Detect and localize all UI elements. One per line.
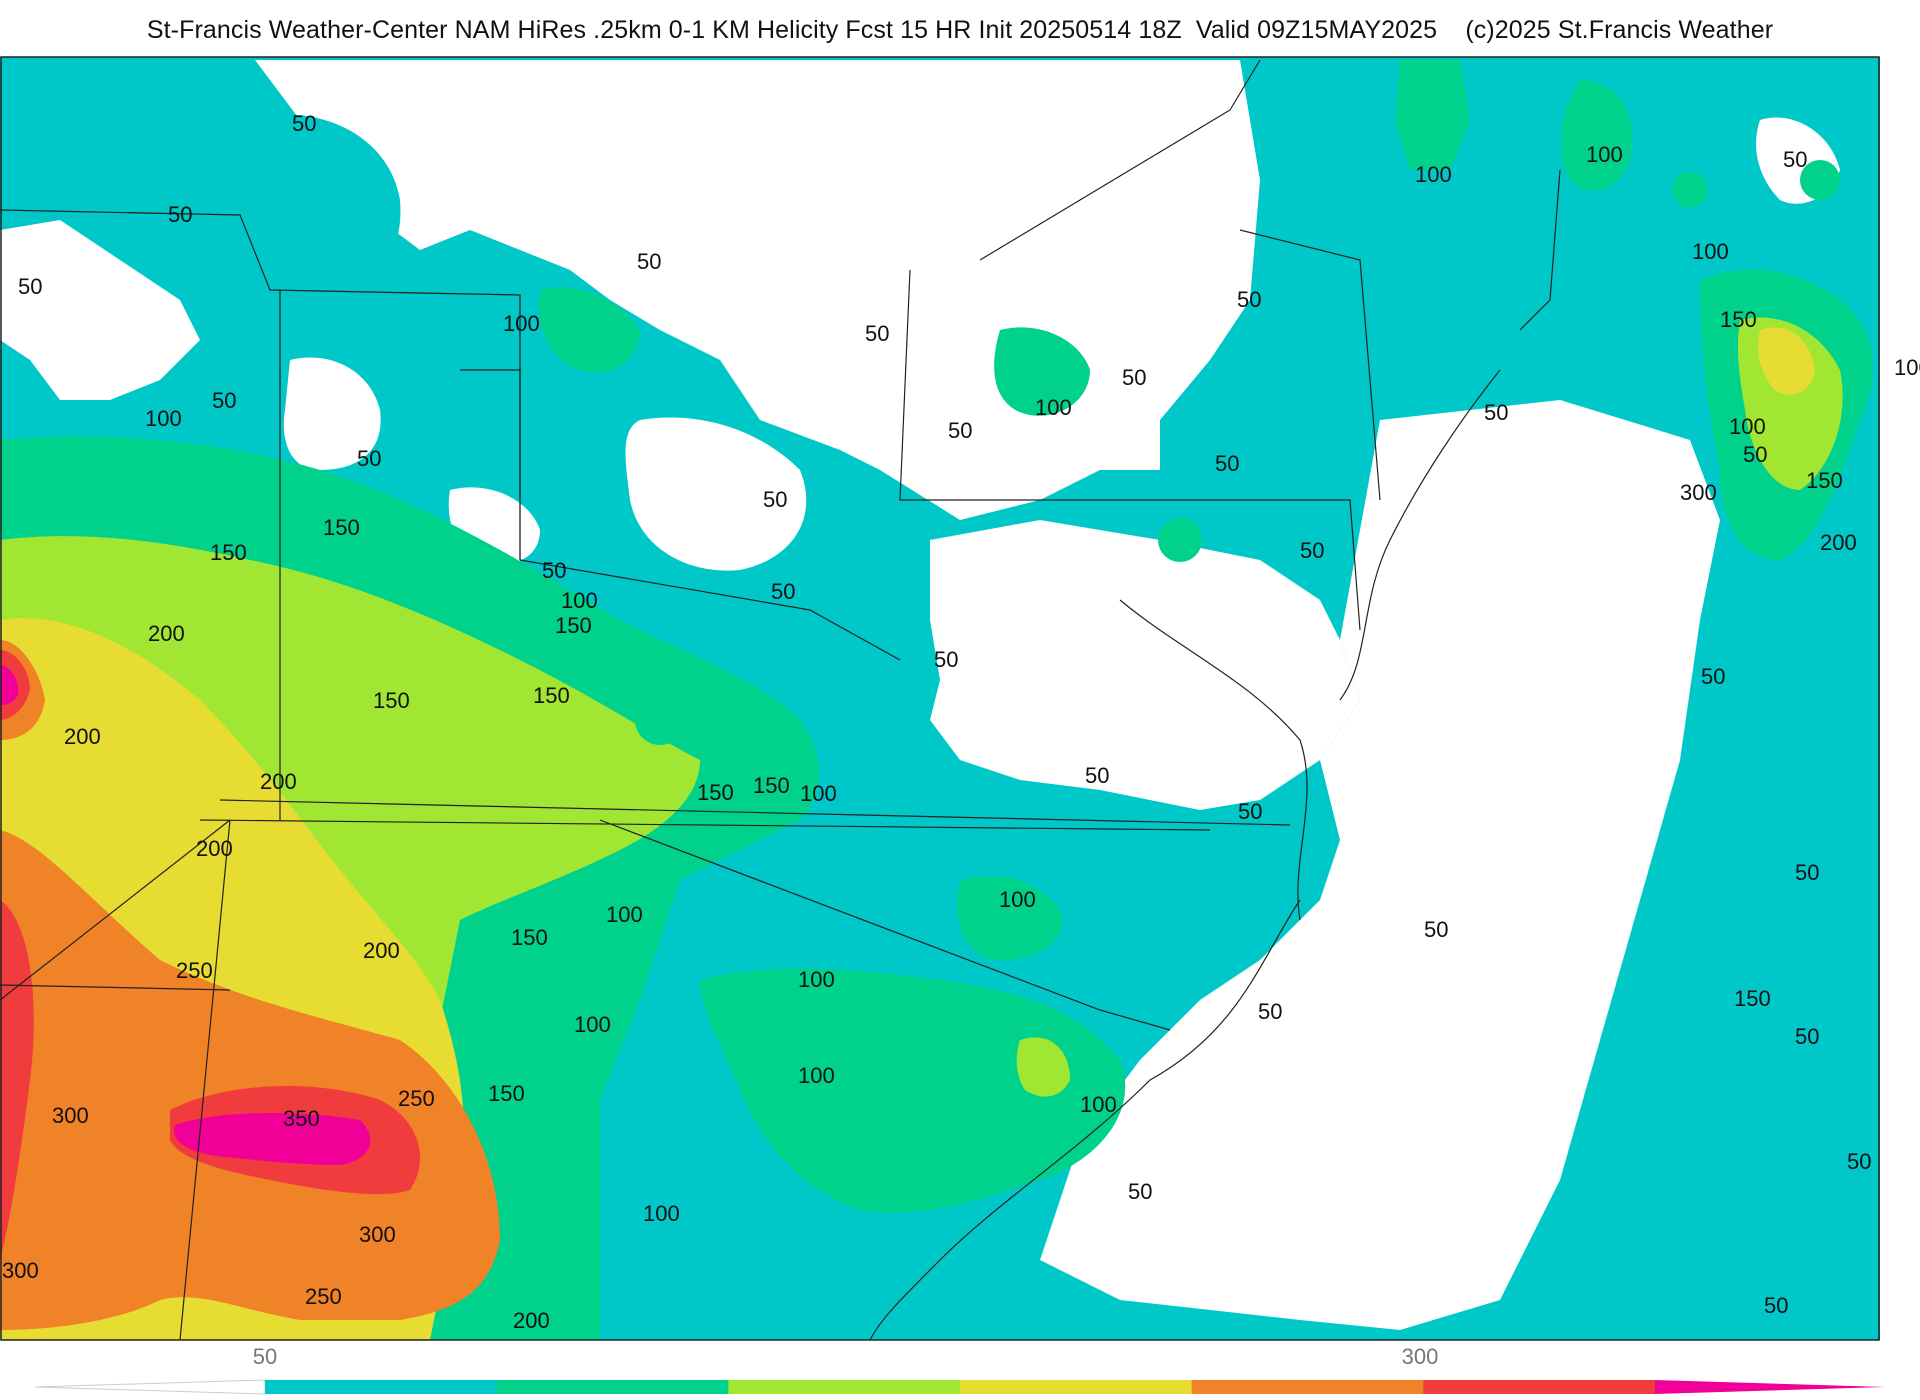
colorbar-swatch [265,1380,498,1394]
map-field [0,57,1880,1340]
colorbar-swatch [1423,1380,1656,1394]
contour-label: 100 [999,887,1036,912]
contour-label: 200 [260,769,297,794]
contour-label: 150 [753,773,790,798]
colorbar-tick-label: 50 [253,1344,277,1369]
contour-label: 250 [398,1086,435,1111]
contour-label: 200 [1820,530,1857,555]
contour-label: 100 [1692,239,1729,264]
map-title: St-Francis Weather-Center NAM HiRes .25k… [146,16,1774,44]
contour-label: 50 [1783,147,1807,172]
contour-label: 300 [1680,480,1717,505]
colorbar-swatch [728,1380,961,1394]
contour-label: 150 [555,613,592,638]
contour-label: 100 [574,1012,611,1037]
contour-label: 50 [934,647,958,672]
colorbar-over-triangle [1655,1380,1885,1394]
contour-label: 50 [763,487,787,512]
contour-label: 50 [1701,664,1725,689]
contour-label: 50 [1122,365,1146,390]
contour-label: 200 [64,724,101,749]
contour-labels: 50 50 50 50 50 50 50 50 50 50 50 50 50 5… [2,111,1920,1333]
contour-label: 50 [1258,999,1282,1024]
field-350-plus [0,665,371,1165]
contour-label: 50 [865,321,889,346]
colorbar-swatch [960,1380,1193,1394]
contour-label: 100 [800,781,837,806]
map-frame [0,56,1880,1341]
contour-label: 300 [52,1103,89,1128]
contour-label: 50 [1847,1149,1871,1174]
colorbar-swatches [265,1380,1656,1394]
contour-label: 100 [561,588,598,613]
contour-label: 100 [1080,1092,1117,1117]
contour-label: 50 [948,418,972,443]
contour-label: 350 [283,1106,320,1131]
colorbar: 50 300 [34,1344,1885,1395]
contour-label: 150 [533,683,570,708]
contour-label: 50 [1085,763,1109,788]
contour-label: 50 [1743,442,1767,467]
contour-label: 250 [305,1284,342,1309]
contour-label: 50 [1238,799,1262,824]
contour-label: 100 [145,406,182,431]
contour-label: 200 [513,1308,550,1333]
contour-label: 250 [176,958,213,983]
contour-label: 50 [637,249,661,274]
contour-label: 150 [210,540,247,565]
contour-label: 100 [503,311,540,336]
contour-label: 50 [1237,287,1261,312]
contour-label: 50 [1424,917,1448,942]
contour-label: 100 [798,967,835,992]
contour-label: 150 [697,780,734,805]
contour-label: 50 [292,111,316,136]
contour-label: 50 [212,388,236,413]
contour-label: 200 [196,836,233,861]
contour-label: 150 [511,925,548,950]
contour-label: 50 [1764,1293,1788,1318]
contour-label: 50 [771,579,795,604]
contour-label: 50 [1300,538,1324,563]
colorbar-under-triangle [34,1379,266,1395]
contour-label: 150 [1734,986,1771,1011]
contour-label: 50 [1215,451,1239,476]
contour-label: 100 [1035,395,1072,420]
contour-label: 50 [357,446,381,471]
contour-label: 50 [1484,400,1508,425]
field-blobs [635,160,1840,745]
contour-label: 50 [1128,1179,1152,1204]
contour-label: 100 [1415,162,1452,187]
contour-label: 50 [168,202,192,227]
boundary-lines [0,59,1561,1340]
contour-label: 100 [643,1201,680,1226]
contour-label: 100 [1894,355,1920,380]
contour-label: 200 [148,621,185,646]
contour-label: 300 [359,1222,396,1247]
contour-label: 150 [373,688,410,713]
colorbar-swatch [1191,1380,1424,1394]
contour-label: 150 [323,515,360,540]
contour-label: 50 [18,274,42,299]
contour-label: 50 [1795,1024,1819,1049]
contour-label: 150 [1806,468,1843,493]
contour-label: 150 [488,1081,525,1106]
colorbar-swatch [496,1380,729,1394]
contour-label: 100 [1729,414,1766,439]
contour-label: 150 [1720,307,1757,332]
contour-label: 200 [363,938,400,963]
contour-label: 50 [542,558,566,583]
colorbar-tick-label: 300 [1402,1344,1439,1369]
contour-label: 50 [1795,860,1819,885]
contour-label: 100 [606,902,643,927]
contour-label: 100 [798,1063,835,1088]
contour-label: 300 [2,1258,39,1283]
contour-label: 100 [1586,142,1623,167]
